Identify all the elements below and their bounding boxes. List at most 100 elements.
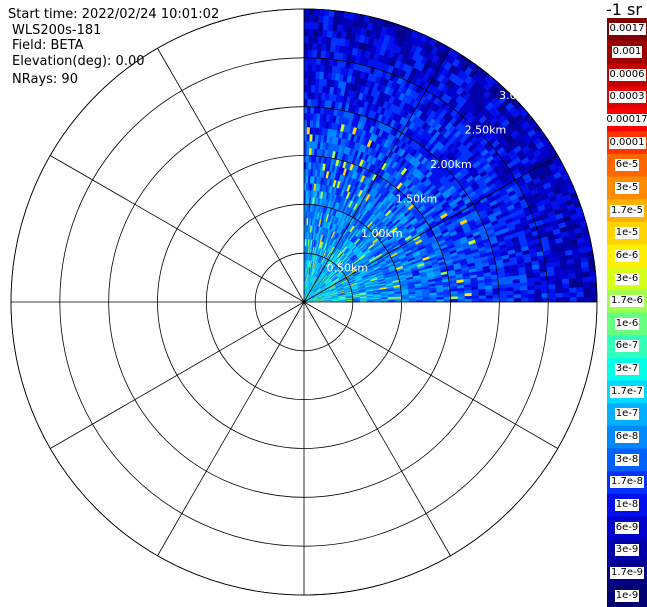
radar-cell [587, 260, 596, 268]
radar-cell [527, 285, 535, 291]
radar-cell [548, 297, 557, 303]
radar-cell [308, 21, 314, 30]
radar-cell [436, 296, 445, 300]
radar-cell [534, 293, 543, 299]
radar-cell [485, 291, 494, 296]
radar-cell [322, 29, 329, 38]
radar-cell [554, 279, 563, 285]
radar-cell [533, 281, 542, 287]
radar-cell [576, 282, 584, 288]
radar-cell [574, 267, 583, 274]
radar-cell [307, 98, 312, 107]
radar-cell [450, 296, 459, 300]
radar-cell [303, 28, 309, 37]
radar-cell [307, 70, 313, 79]
reflectivity-cells [303, 8, 598, 303]
radar-cell [316, 50, 322, 58]
colorbar-tick-label: 6e-9 [614, 521, 640, 534]
azimuth-spoke [157, 301, 305, 556]
radar-cell [457, 298, 466, 303]
colorbar-tick-label: 1e-9 [614, 589, 640, 602]
colorbar-tick-label: 6e-5 [614, 159, 640, 172]
radar-cell [310, 112, 315, 121]
radar-cell [303, 112, 308, 121]
radar-cell [555, 292, 564, 298]
radar-cell [317, 36, 323, 44]
colorbar-tick-label: 1.7e-8 [609, 476, 645, 489]
radar-cell [415, 297, 424, 301]
radar-cell [568, 277, 577, 284]
range-ring-label: 1.50km [396, 192, 438, 205]
radar-cell [327, 22, 334, 31]
radar-cell [303, 140, 308, 149]
radar-cell [307, 77, 313, 86]
range-ring-label: 0.50km [327, 261, 369, 274]
radar-cell [308, 28, 314, 37]
radar-cell [478, 295, 487, 300]
colorbar-tick-label: 0.0017 [608, 23, 646, 36]
radar-cell [303, 21, 310, 30]
radar-cell [464, 298, 473, 303]
radar-cell [308, 14, 315, 23]
radar-cell [534, 297, 543, 303]
radar-cell [318, 15, 325, 23]
radar-cell [306, 126, 311, 135]
radar-cell [485, 295, 494, 300]
radar-cell [306, 140, 310, 149]
radar-cell [309, 119, 314, 128]
radar-cell [569, 287, 578, 293]
radar-cell [499, 298, 508, 303]
radar-cell [303, 77, 309, 86]
radar-cell [534, 285, 542, 291]
radar-cell [506, 290, 515, 296]
radar-cell [582, 276, 591, 283]
radar-cell [307, 91, 312, 100]
radar-cell [457, 293, 466, 297]
radar-cell [328, 15, 335, 24]
radar-cell [314, 85, 320, 93]
colorbar-tick-label: 1.7e-6 [609, 295, 645, 308]
colorbar-tick-label: 0.0006 [608, 68, 646, 81]
radar-cell [311, 77, 316, 86]
radar-cell [562, 287, 571, 294]
radar-cell [464, 292, 473, 297]
range-ring-label: 3.0 [499, 89, 516, 102]
radar-cell [499, 294, 508, 299]
radar-cell [315, 71, 321, 79]
radar-cell [321, 43, 327, 52]
radar-cell [333, 10, 340, 18]
start-time-label: Start time: 2022/02/24 10:01:02 [8, 7, 220, 22]
radar-cell [303, 133, 308, 142]
radar-cell [555, 288, 564, 294]
colorbar-tick-label: 6e-7 [614, 340, 640, 353]
colorbar-tick-label: 3e-5 [614, 181, 640, 194]
radar-cell [583, 286, 592, 293]
colorbar-tick-label: 0.0001 [608, 136, 646, 149]
radar-cell [312, 49, 318, 58]
radar-cell [576, 292, 585, 298]
radar-cell [499, 287, 507, 292]
radar-cell [519, 282, 528, 288]
radar-cell [408, 297, 417, 301]
radar-cell [471, 298, 480, 303]
radar-cell [308, 42, 314, 51]
colorbar-tick-label: 1.7e-5 [609, 204, 645, 217]
radar-cell [512, 282, 521, 288]
colorbar-tick-label: 1e-8 [614, 499, 640, 512]
radar-cell [547, 279, 556, 286]
radar-cell [450, 293, 459, 298]
radar-cell [308, 8, 315, 16]
range-ring-label: 1.00km [361, 227, 403, 240]
radar-cell [555, 297, 564, 303]
radar-cell [583, 296, 592, 303]
radar-cell [322, 22, 329, 31]
colorbar-tick-label: 0.00017 [605, 113, 647, 126]
colorbar [607, 18, 647, 607]
radar-cell [422, 297, 431, 301]
radar-cell [308, 35, 314, 44]
radar-cell [589, 271, 597, 278]
radar-cell [471, 295, 480, 300]
radar-cell [311, 70, 317, 79]
radar-cell [464, 295, 473, 300]
